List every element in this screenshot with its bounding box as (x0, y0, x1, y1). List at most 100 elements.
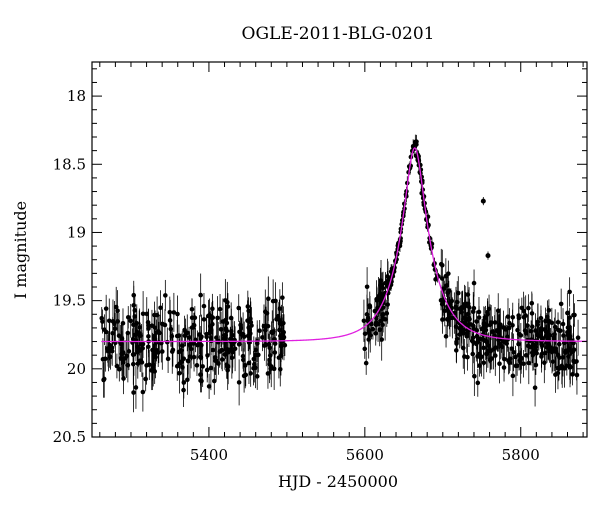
data-point (272, 350, 278, 355)
data-point (208, 365, 214, 371)
data-point (150, 347, 155, 353)
data-point (385, 302, 390, 307)
data-point (189, 306, 195, 312)
outlier-point (485, 253, 491, 259)
data-point (536, 332, 542, 338)
data-point (277, 306, 283, 311)
data-point (186, 335, 192, 340)
data-point (264, 310, 270, 316)
model-curve (101, 147, 588, 343)
data-point (373, 320, 379, 325)
data-point (567, 315, 572, 320)
data-point (367, 304, 373, 310)
data-point (140, 345, 145, 351)
data-point (114, 363, 120, 369)
data-point (100, 356, 106, 362)
data-point (236, 342, 242, 347)
data-point (278, 353, 284, 358)
data-point (232, 346, 238, 352)
data-point (135, 344, 140, 350)
data-point (215, 315, 220, 321)
data-point (555, 365, 561, 371)
data-point (484, 323, 489, 328)
data-point (154, 312, 160, 318)
data-point (144, 311, 150, 317)
x-tick-label: 5400 (190, 446, 228, 464)
data-point (443, 273, 449, 279)
data-point (243, 372, 249, 378)
data-point (174, 333, 180, 339)
data-point (444, 283, 449, 288)
data-point (185, 358, 191, 364)
data-point (474, 333, 480, 339)
data-point (558, 301, 564, 307)
data-point (556, 341, 562, 347)
data-point (187, 342, 192, 347)
data-point (125, 362, 131, 368)
data-point (165, 356, 171, 362)
data-point (539, 351, 544, 357)
data-point (497, 324, 502, 330)
data-point (502, 356, 507, 362)
data-point (236, 380, 242, 385)
data-point (538, 326, 544, 331)
data-point (510, 373, 516, 379)
data-point (163, 293, 168, 298)
data-point (115, 319, 121, 324)
data-point (457, 326, 463, 331)
data-point (211, 378, 217, 384)
data-point (236, 305, 242, 311)
data-point (492, 320, 498, 325)
data-point (464, 330, 470, 336)
data-point (146, 323, 151, 328)
data-point (106, 318, 112, 324)
data-point (510, 323, 515, 328)
data-point (571, 312, 576, 318)
data-point (280, 295, 285, 300)
data-point (509, 346, 515, 351)
data-point (550, 346, 555, 351)
data-point (257, 328, 262, 334)
data-point (492, 353, 498, 358)
data-point (378, 282, 383, 288)
data-point (138, 358, 143, 363)
data-point (433, 277, 438, 282)
data-point (270, 298, 276, 304)
data-point (121, 350, 126, 356)
data-point (253, 347, 259, 353)
y-tick-label: 19 (67, 223, 86, 241)
data-point (216, 361, 221, 366)
data-point (570, 372, 575, 377)
data-point (533, 328, 538, 333)
data-point (171, 310, 177, 315)
data-point (240, 331, 246, 337)
data-point (177, 349, 183, 354)
data-point (513, 354, 518, 360)
data-point (561, 333, 566, 338)
data-point (152, 325, 158, 331)
data-point (194, 363, 200, 368)
data-point (179, 359, 185, 364)
data-point (204, 367, 210, 373)
y-axis-label: I magnitude (11, 201, 30, 299)
data-point (511, 350, 516, 355)
data-point (137, 333, 143, 339)
data-point (120, 320, 126, 326)
data-point (385, 274, 390, 279)
data-point (380, 305, 386, 310)
data-point (125, 314, 131, 320)
data-point (152, 333, 157, 339)
data-point (507, 356, 513, 362)
data-point (131, 390, 136, 395)
data-point (245, 333, 251, 339)
data-point (158, 305, 163, 311)
data-point (521, 361, 526, 367)
data-point (200, 364, 205, 369)
data-point (134, 320, 140, 326)
data-point (411, 145, 416, 150)
data-point (469, 338, 475, 344)
y-tick-label: 19.5 (53, 292, 86, 310)
data-point (102, 327, 107, 332)
data-point (132, 314, 138, 319)
y-tick-label: 20 (67, 360, 86, 378)
